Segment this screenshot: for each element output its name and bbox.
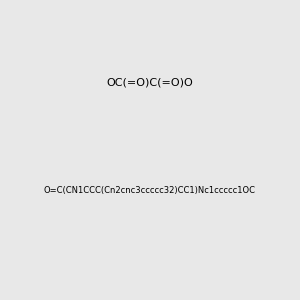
Text: OC(=O)C(=O)O: OC(=O)C(=O)O: [106, 77, 194, 88]
Text: O=C(CN1CCC(Cn2cnc3ccccc32)CC1)Nc1ccccc1OC: O=C(CN1CCC(Cn2cnc3ccccc32)CC1)Nc1ccccc1O…: [44, 186, 256, 195]
